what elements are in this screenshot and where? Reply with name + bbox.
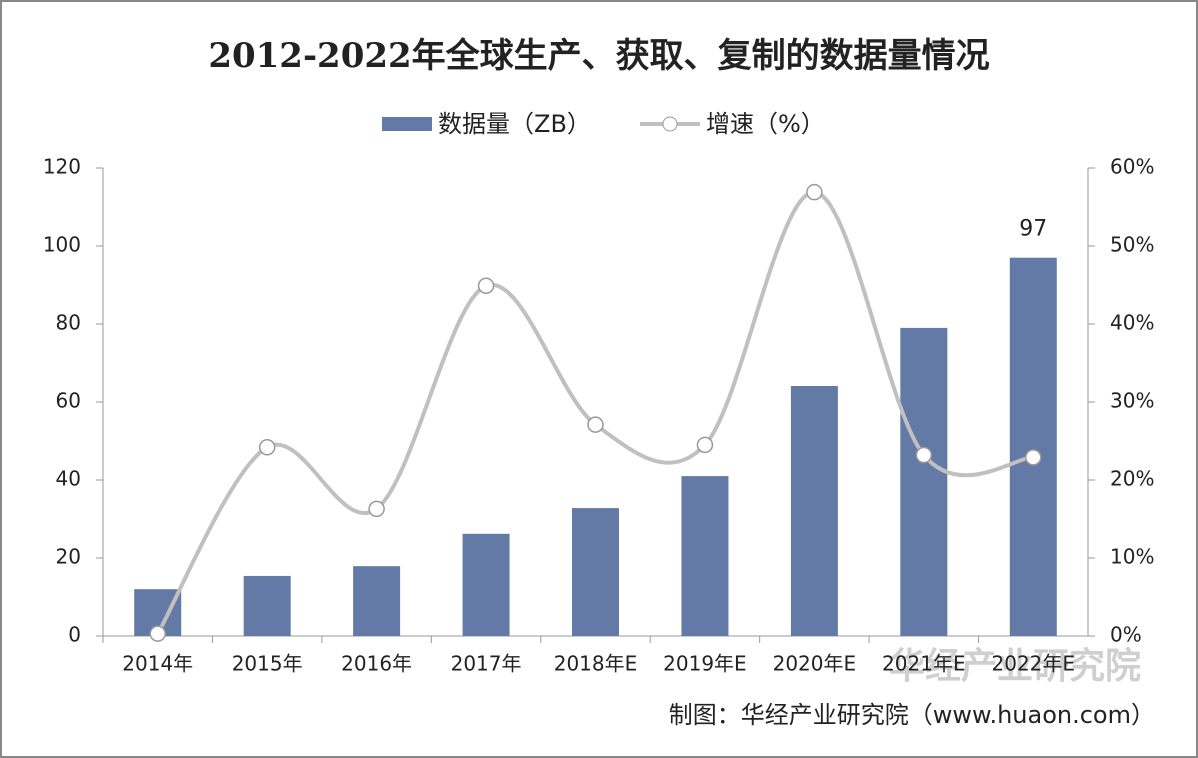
y-tick-label: 120	[43, 155, 81, 179]
x-tick-label: 2018年E	[554, 652, 638, 676]
y-tick-label: 40	[56, 467, 81, 491]
line-marker	[149, 625, 166, 642]
x-tick-label: 2020年E	[773, 652, 857, 676]
line-marker	[806, 183, 823, 201]
line-marker	[258, 438, 276, 456]
line-marker	[477, 277, 495, 295]
line-marker	[1025, 449, 1042, 466]
y2-tick-label: 50%	[1110, 233, 1154, 257]
y-tick-label: 80	[56, 311, 81, 335]
y2-tick-label: 60%	[1110, 155, 1154, 179]
legend-label: 增速（%）	[706, 110, 825, 138]
source: 制图：华经产业研究院（www.huaon.com）	[669, 701, 1155, 729]
bar	[353, 566, 401, 636]
bar	[681, 476, 729, 636]
y-tick-label: 0	[68, 623, 81, 647]
legend-label: 数据量（ZB）	[438, 110, 591, 138]
bar	[243, 575, 291, 636]
y2-tick-label: 20%	[1110, 467, 1154, 491]
x-tick-label: 2021年E	[882, 652, 966, 676]
legend-swatch	[662, 116, 678, 132]
y2-tick-label: 40%	[1110, 311, 1154, 335]
x-tick-label: 2014年	[122, 652, 193, 676]
x-tick-label: 2015年	[232, 652, 303, 676]
bar	[462, 533, 510, 636]
line-marker	[587, 416, 604, 433]
y2-tick-label: 10%	[1110, 545, 1154, 569]
x-tick-label: 2019年E	[663, 652, 747, 676]
chart-title: 2012-2022年全球生产、获取、复制的数据量情况	[208, 36, 989, 76]
watermark: 华经产业研究院	[889, 646, 1141, 687]
line-marker	[696, 436, 714, 454]
value-label: 97	[1019, 217, 1047, 242]
bar	[790, 386, 838, 636]
x-tick-label: 2017年	[451, 652, 522, 676]
y2-tick-label: 30%	[1110, 389, 1154, 413]
line-marker	[915, 446, 933, 464]
x-tick-label: 2022年E	[992, 652, 1076, 676]
x-tick-label: 2016年	[341, 652, 412, 676]
bar	[900, 327, 948, 636]
y-tick-label: 60	[56, 389, 81, 413]
y-tick-label: 100	[43, 233, 81, 257]
legend-swatch	[382, 117, 432, 131]
y-tick-label: 20	[56, 545, 81, 569]
line-marker	[368, 500, 385, 518]
bar	[1009, 257, 1057, 636]
bar	[572, 508, 619, 636]
y2-tick-label: 0%	[1110, 623, 1142, 647]
